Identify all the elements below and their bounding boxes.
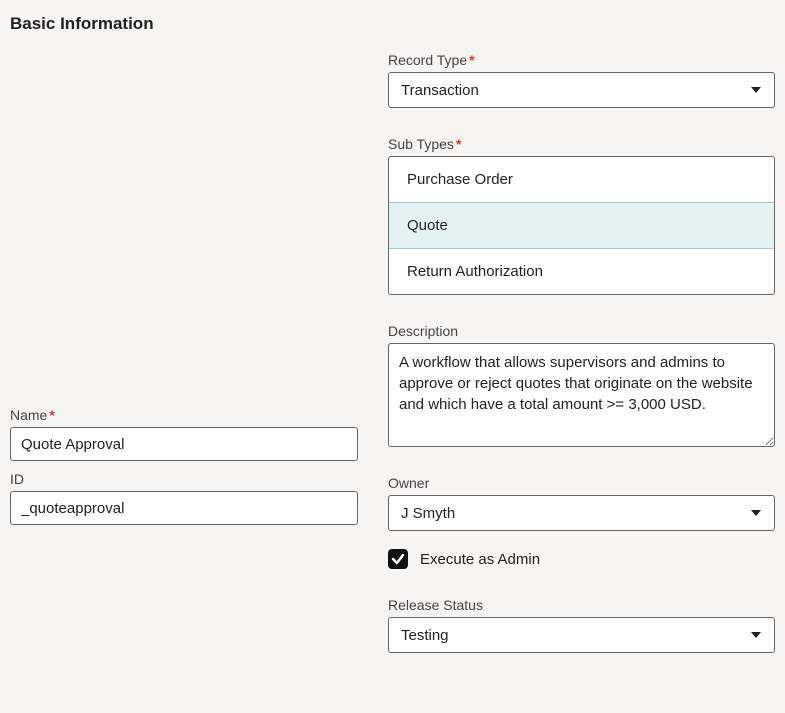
basic-information-panel: Basic Information Name* ID Record Type* … (0, 0, 785, 673)
id-input[interactable] (10, 491, 358, 525)
release-status-label: Release Status (388, 597, 775, 613)
execute-as-admin-label: Execute as Admin (420, 551, 540, 568)
id-label: ID (10, 471, 368, 487)
section-title: Basic Information (10, 14, 775, 34)
name-label-text: Name (10, 407, 47, 423)
record-type-select[interactable]: Transaction (388, 72, 775, 108)
description-textarea[interactable]: A workflow that allows supervisors and a… (388, 343, 775, 447)
sub-type-option[interactable]: Purchase Order (389, 157, 774, 202)
name-label: Name* (10, 407, 368, 423)
required-asterisk: * (49, 407, 54, 423)
sub-types-listbox[interactable]: Purchase Order Quote Return Authorizatio… (388, 156, 775, 295)
name-input[interactable] (10, 427, 358, 461)
left-top-spacer (10, 52, 368, 397)
owner-value: J Smyth (401, 505, 455, 522)
release-status-select[interactable]: Testing (388, 617, 775, 653)
sub-type-option[interactable]: Return Authorization (389, 249, 774, 294)
owner-select[interactable]: J Smyth (388, 495, 775, 531)
right-column: Record Type* Transaction Sub Types* Purc… (388, 52, 775, 653)
sub-type-option[interactable]: Quote (389, 202, 774, 249)
sub-types-label-text: Sub Types (388, 136, 454, 152)
description-label: Description (388, 323, 775, 339)
execute-as-admin-checkbox[interactable] (388, 549, 408, 569)
execute-as-admin-row: Execute as Admin (388, 549, 775, 569)
required-asterisk: * (469, 52, 474, 68)
record-type-value: Transaction (401, 82, 479, 99)
release-status-value: Testing (401, 627, 449, 644)
record-type-label: Record Type* (388, 52, 775, 68)
sub-types-label: Sub Types* (388, 136, 775, 152)
owner-label: Owner (388, 475, 775, 491)
record-type-label-text: Record Type (388, 52, 467, 68)
form-columns: Name* ID Record Type* Transaction Sub (10, 52, 775, 653)
required-asterisk: * (456, 136, 461, 152)
left-column: Name* ID (10, 52, 388, 525)
